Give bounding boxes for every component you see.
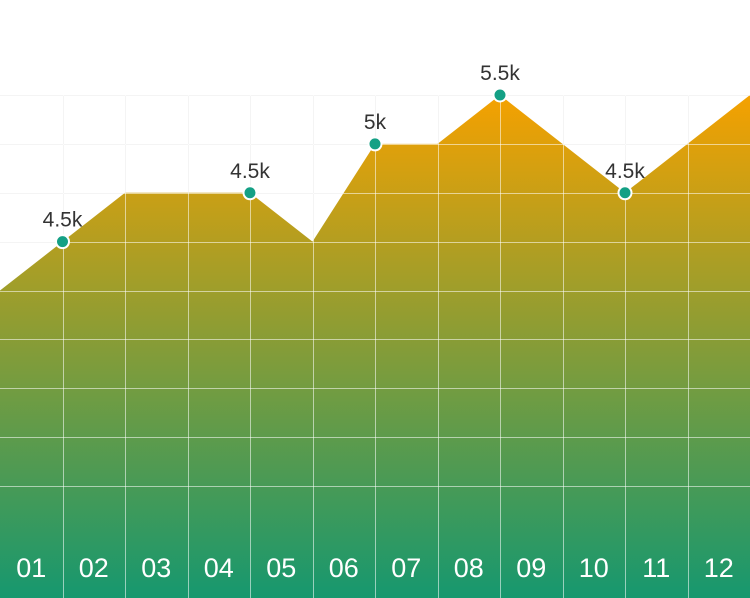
x-tick-label: 08	[454, 553, 484, 583]
grid-overlay-layer	[0, 95, 750, 598]
x-tick-label: 07	[391, 553, 421, 583]
data-point-marker[interactable]	[367, 136, 383, 152]
x-tick-label: 04	[204, 553, 234, 583]
data-point-marker[interactable]	[242, 185, 258, 201]
data-point-marker[interactable]	[492, 87, 508, 103]
data-point-label: 4.5k	[230, 160, 270, 183]
x-tick-label: 10	[579, 553, 609, 583]
data-point-label: 4.5k	[43, 209, 83, 232]
data-point-marker[interactable]	[55, 234, 70, 250]
x-tick-label: 01	[16, 553, 46, 583]
x-tick-label: 03	[141, 553, 171, 583]
x-tick-label: 11	[642, 553, 670, 583]
x-tick-label: 02	[79, 553, 109, 583]
data-point-label: 4.5k	[605, 160, 645, 183]
x-tick-label: 12	[704, 553, 734, 583]
data-point-label: 5k	[364, 111, 387, 134]
label-layer: 4.5k 4.5k 5k 5.5k 4.5k	[43, 62, 646, 232]
x-tick-label: 05	[266, 553, 296, 583]
data-point-marker[interactable]	[617, 185, 633, 201]
data-point-label: 5.5k	[480, 62, 520, 85]
x-tick-layer: 01 02 03 04 05 06 07 08 09 10 11 12	[16, 553, 734, 583]
marker-layer	[55, 87, 633, 250]
x-tick-label: 06	[329, 553, 359, 583]
x-tick-label: 09	[516, 553, 546, 583]
